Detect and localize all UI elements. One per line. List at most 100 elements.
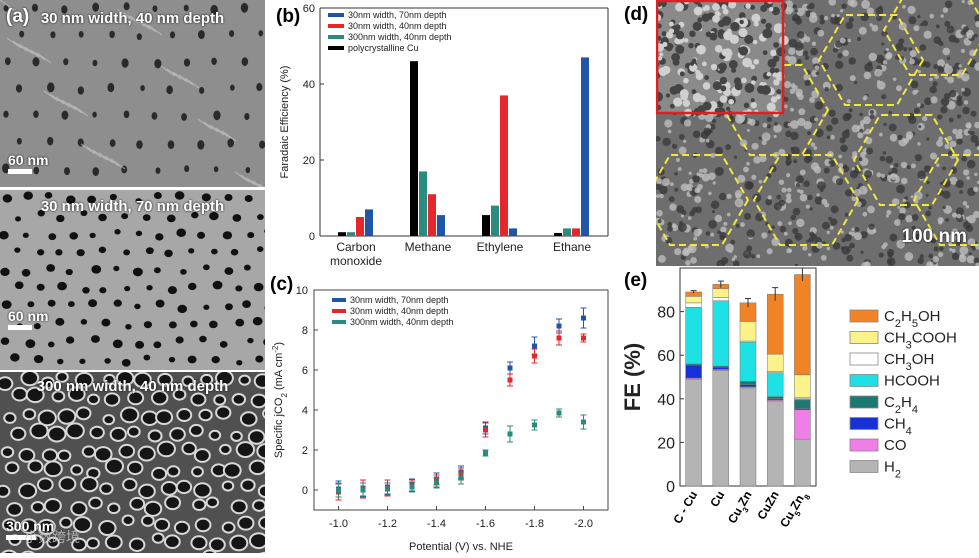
sem-grain xyxy=(883,60,888,65)
pore xyxy=(71,502,86,515)
sem-grain xyxy=(902,5,906,9)
sem-grain xyxy=(851,125,859,133)
pore xyxy=(34,323,41,329)
x-tick-label: -1.8 xyxy=(525,518,544,530)
pore xyxy=(123,479,136,491)
pore xyxy=(133,268,143,277)
inset-grain xyxy=(721,4,726,9)
sem-grain xyxy=(767,195,771,199)
sem-grain xyxy=(940,14,943,17)
sem-grain xyxy=(830,135,835,140)
sem-grain xyxy=(928,254,933,259)
sem-grain xyxy=(667,226,673,232)
sem-grain xyxy=(949,118,954,123)
sem-grain xyxy=(963,169,969,175)
sem-grain xyxy=(917,15,920,18)
sem-grain xyxy=(974,34,977,37)
sem-grain xyxy=(827,247,831,251)
pore xyxy=(220,445,231,454)
sem-grain xyxy=(885,156,893,164)
sem-grain xyxy=(830,226,834,230)
sem-grain xyxy=(958,129,963,134)
pore xyxy=(258,30,263,36)
sem-grain xyxy=(898,38,904,44)
y-tick-label: 4 xyxy=(302,405,308,417)
y-tick-label: 20 xyxy=(303,155,315,167)
pore xyxy=(60,477,76,491)
pore xyxy=(66,423,83,438)
pore xyxy=(212,356,220,363)
sem-grain xyxy=(785,131,791,137)
sem-grain xyxy=(702,168,707,173)
pore xyxy=(242,300,251,308)
sem-grain xyxy=(938,252,943,257)
pore xyxy=(88,395,99,404)
pore xyxy=(71,465,82,474)
sem-grain xyxy=(809,207,812,210)
sem-grain xyxy=(909,47,913,51)
sem-grain xyxy=(753,156,761,164)
sem-grain xyxy=(973,187,978,192)
pore xyxy=(139,447,155,461)
sem-grain xyxy=(826,125,833,132)
pore xyxy=(156,300,165,308)
sem-grain xyxy=(812,41,816,45)
pore xyxy=(259,517,265,529)
sem-grain xyxy=(720,227,726,233)
sem-grain xyxy=(889,123,897,131)
sem-image-3: 300 nm width, 40 nm depth 300 nm 小数跨境 xyxy=(0,372,265,553)
sem-grain xyxy=(860,152,866,158)
inset-grain xyxy=(703,102,712,111)
inset-grain xyxy=(720,95,728,103)
pore xyxy=(203,305,209,310)
pore xyxy=(1,337,10,345)
inset-grain xyxy=(715,45,723,53)
sem-image-3-title: 300 nm width, 40 nm depth xyxy=(0,378,265,395)
pore xyxy=(23,233,29,238)
bar xyxy=(554,233,562,236)
pore xyxy=(134,304,140,310)
sem-grain xyxy=(797,59,802,64)
legend-label: CH3COOH xyxy=(884,330,957,352)
sem-grain xyxy=(821,255,827,261)
pore xyxy=(223,481,234,490)
pore xyxy=(47,82,54,92)
sem-grain xyxy=(886,52,893,59)
sem-grain xyxy=(947,76,954,83)
sem-grain xyxy=(785,55,790,60)
pore xyxy=(37,249,44,255)
inset-grain xyxy=(717,107,725,115)
sem-grain xyxy=(917,142,920,145)
data-point xyxy=(532,423,537,428)
sem-grain xyxy=(863,116,871,124)
sem-grain xyxy=(786,173,790,177)
sem-grain xyxy=(917,171,926,180)
sem-grain xyxy=(829,160,833,164)
pore xyxy=(135,341,144,349)
legend-label: C2H5OH xyxy=(884,308,940,330)
inset-grain xyxy=(770,50,777,57)
pore xyxy=(106,535,122,549)
sem-grain xyxy=(751,254,755,258)
pore xyxy=(57,359,63,365)
sem-grain xyxy=(719,193,726,200)
sem-grain xyxy=(867,206,875,214)
sem-grain xyxy=(879,133,883,137)
sem-grain xyxy=(815,101,824,110)
pore xyxy=(193,499,205,510)
inset-grain xyxy=(712,15,720,23)
sem-grain xyxy=(738,114,745,121)
sem-grain xyxy=(796,219,804,227)
sem-grain xyxy=(793,4,797,8)
pore xyxy=(182,443,195,455)
bar xyxy=(509,228,517,236)
sem-grain xyxy=(938,220,942,224)
sem-grain xyxy=(679,221,683,225)
inset-grain xyxy=(753,40,757,44)
pore xyxy=(63,58,68,65)
pore xyxy=(199,87,204,94)
pore xyxy=(114,300,122,307)
pore xyxy=(177,481,191,493)
sem-grain xyxy=(860,250,863,253)
